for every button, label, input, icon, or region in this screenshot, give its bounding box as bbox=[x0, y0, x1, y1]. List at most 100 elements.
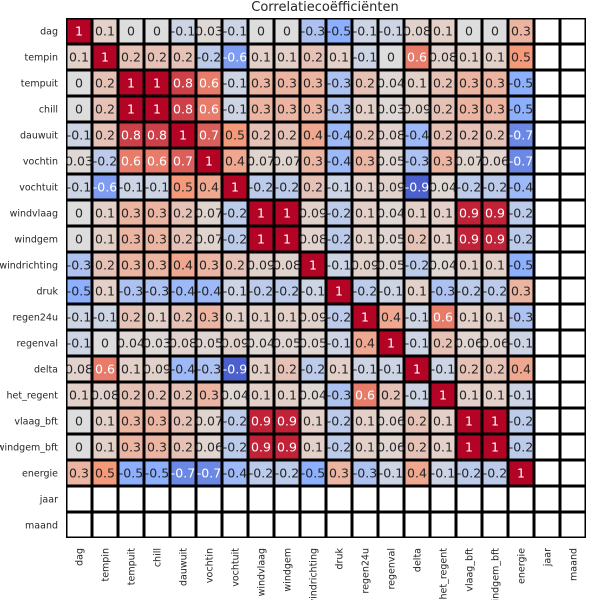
cell-value-chill-vochtuit: -0.1 bbox=[223, 102, 247, 117]
heatmap-cell-vochtin-tempin bbox=[93, 149, 117, 173]
heatmap-cell-dauwuit-windgem_bft bbox=[483, 123, 507, 147]
cell-value-dauwuit-energie: -0.7 bbox=[509, 128, 533, 143]
heatmap-cell-jaar-vochtuit bbox=[223, 487, 247, 511]
heatmap-cell-dauwuit-regenval bbox=[379, 123, 403, 147]
cell-value-vlaag_bft-windgem: 0.9 bbox=[277, 414, 297, 429]
cell-value-dag-delta: 0.08 bbox=[403, 24, 431, 39]
heatmap-cell-windrichting-dauwuit bbox=[171, 253, 195, 277]
heatmap-cell-energie-tempuit bbox=[119, 461, 143, 485]
heatmap-cell-tempin-jaar bbox=[535, 45, 559, 69]
cell-value-het_regent-chill: 0.2 bbox=[147, 388, 167, 403]
cell-value-windvlaag-vochtuit: -0.2 bbox=[223, 206, 247, 221]
heatmap-cell-dauwuit-tempuit bbox=[119, 123, 143, 147]
cell-value-energie-tempuit: -0.5 bbox=[119, 466, 143, 481]
cell-value-windvlaag-vochtin: 0.07 bbox=[195, 206, 223, 221]
heatmap-cell-windgem_bft-chill bbox=[145, 435, 169, 459]
cell-value-chill-delta: 0.09 bbox=[403, 102, 431, 117]
x-tick-windgem: windgem bbox=[283, 548, 294, 592]
cell-value-chill-vochtin: 0.6 bbox=[199, 102, 219, 117]
cell-value-tempin-windrichting: 0.2 bbox=[303, 50, 323, 65]
heatmap-cell-dag-regenval bbox=[379, 19, 403, 43]
cell-value-regen24u-het_regent: 0.6 bbox=[433, 310, 453, 325]
cell-value-tempuit-windgem: 0.3 bbox=[277, 76, 297, 91]
heatmap-cell-windrichting-windgem bbox=[275, 253, 299, 277]
cell-value-regenval-dauwuit: 0.08 bbox=[169, 336, 197, 351]
heatmap-cell-vochtuit-windgem bbox=[275, 175, 299, 199]
heatmap-cell-dag-windgem bbox=[275, 19, 299, 43]
heatmap-cell-vochtuit-het_regent bbox=[431, 175, 455, 199]
cell-value-windrichting-vochtin: 0.3 bbox=[199, 258, 219, 273]
heatmap-cell-regenval-regenval bbox=[379, 331, 403, 355]
heatmap-cell-windrichting-jaar bbox=[535, 253, 559, 277]
x-tick-delta: delta bbox=[413, 548, 424, 572]
heatmap-cell-vochtuit-tempuit bbox=[119, 175, 143, 199]
x-tick-tempuit: tempuit bbox=[127, 548, 138, 586]
heatmap-cell-windgem-delta bbox=[405, 227, 429, 251]
heatmap-cell-windgem-dag bbox=[67, 227, 91, 251]
cell-value-windgem-windgem: 1 bbox=[283, 232, 291, 247]
cell-value-vochtuit-chill: -0.1 bbox=[145, 180, 169, 195]
x-tick-windvlaag: windvlaag bbox=[257, 548, 268, 596]
cell-value-tempuit-chill: 1 bbox=[153, 76, 161, 91]
heatmap-cell-regen24u-jaar bbox=[535, 305, 559, 329]
cell-value-vlaag_bft-windgem_bft: 1 bbox=[491, 414, 499, 429]
cell-value-dag-chill: 0 bbox=[153, 24, 161, 39]
heatmap-cell-chill-tempin bbox=[93, 97, 117, 121]
cell-value-druk-tempuit: -0.3 bbox=[119, 284, 143, 299]
cell-value-vochtuit-windrichting: 0.2 bbox=[303, 180, 323, 195]
heatmap-cell-windrichting-vlaag_bft bbox=[457, 253, 481, 277]
heatmap-cell-windrichting-maand bbox=[561, 253, 585, 277]
cell-value-dauwuit-tempuit: 0.8 bbox=[121, 128, 141, 143]
heatmap-cell-vochtin-vlaag_bft bbox=[457, 149, 481, 173]
heatmap-cell-dauwuit-maand bbox=[561, 123, 585, 147]
heatmap-cell-vochtuit-druk bbox=[327, 175, 351, 199]
heatmap-cell-regen24u-regenval bbox=[379, 305, 403, 329]
cell-value-delta-windgem: 0.2 bbox=[277, 362, 297, 377]
heatmap-cell-tempin-windvlaag bbox=[249, 45, 273, 69]
heatmap-cell-chill-chill bbox=[145, 97, 169, 121]
cell-value-windvlaag-regen24u: 0.1 bbox=[355, 206, 375, 221]
y-tick-delta: delta bbox=[34, 365, 58, 376]
cell-value-windrichting-chill: 0.3 bbox=[147, 258, 167, 273]
cell-value-dauwuit-regenval: 0.08 bbox=[377, 128, 405, 143]
heatmap-cell-tempin-dauwuit bbox=[171, 45, 195, 69]
cell-value-regenval-druk: -0.1 bbox=[327, 336, 351, 351]
heatmap-cell-dag-maand bbox=[561, 19, 585, 43]
cell-value-vochtin-regen24u: 0.3 bbox=[355, 154, 375, 169]
heatmap-cell-regenval-delta bbox=[405, 331, 429, 355]
heatmap-cell-delta-windgem_bft bbox=[483, 357, 507, 381]
cell-value-het_regent-vochtuit: 0.04 bbox=[221, 388, 249, 403]
y-tick-windgem: windgem bbox=[14, 235, 58, 246]
heatmap-cell-vochtuit-vlaag_bft bbox=[457, 175, 481, 199]
cell-value-windrichting-windgem_bft: 0.1 bbox=[485, 258, 505, 273]
heatmap-cell-vlaag_bft-vlaag_bft bbox=[457, 409, 481, 433]
cell-value-dauwuit-chill: 0.8 bbox=[147, 128, 167, 143]
heatmap-cell-vlaag_bft-maand bbox=[561, 409, 585, 433]
cell-value-regen24u-dag: -0.1 bbox=[67, 310, 91, 325]
heatmap-cell-maand-tempuit bbox=[119, 513, 143, 537]
y-tick-maand: maand bbox=[25, 521, 58, 532]
cell-value-chill-regen24u: 0.1 bbox=[355, 102, 375, 117]
cell-value-regenval-tempin: 0 bbox=[101, 336, 109, 351]
cell-value-vlaag_bft-tempuit: 0.3 bbox=[121, 414, 141, 429]
x-tick-vochtuit: vochtuit bbox=[231, 548, 242, 587]
cell-value-tempuit-dauwuit: 0.8 bbox=[173, 76, 193, 91]
heatmap-cell-jaar-vlaag_bft bbox=[457, 487, 481, 511]
x-tick-druk: druk bbox=[335, 548, 346, 570]
cell-value-windgem_bft-dag: 0 bbox=[75, 440, 83, 455]
cell-value-windvlaag-dauwuit: 0.2 bbox=[173, 206, 193, 221]
heatmap-cell-regenval-druk bbox=[327, 331, 351, 355]
heatmap-cell-dag-jaar bbox=[535, 19, 559, 43]
heatmap-cell-het_regent-dauwuit bbox=[171, 383, 195, 407]
heatmap-cell-tempuit-chill bbox=[145, 71, 169, 95]
heatmap-cell-jaar-druk bbox=[327, 487, 351, 511]
cell-value-windrichting-tempin: 0.2 bbox=[95, 258, 115, 273]
cell-value-regenval-energie: -0.1 bbox=[509, 336, 533, 351]
y-tick-jaar: jaar bbox=[39, 495, 58, 506]
heatmap-cell-windgem_bft-windvlaag bbox=[249, 435, 273, 459]
cell-value-vochtin-dauwuit: 0.7 bbox=[173, 154, 193, 169]
cell-value-vochtuit-vochtuit: 1 bbox=[231, 180, 239, 195]
cell-value-druk-windgem: -0.2 bbox=[275, 284, 299, 299]
cell-value-vochtuit-dag: -0.1 bbox=[67, 180, 91, 195]
cell-value-tempin-dauwuit: 0.2 bbox=[173, 50, 193, 65]
